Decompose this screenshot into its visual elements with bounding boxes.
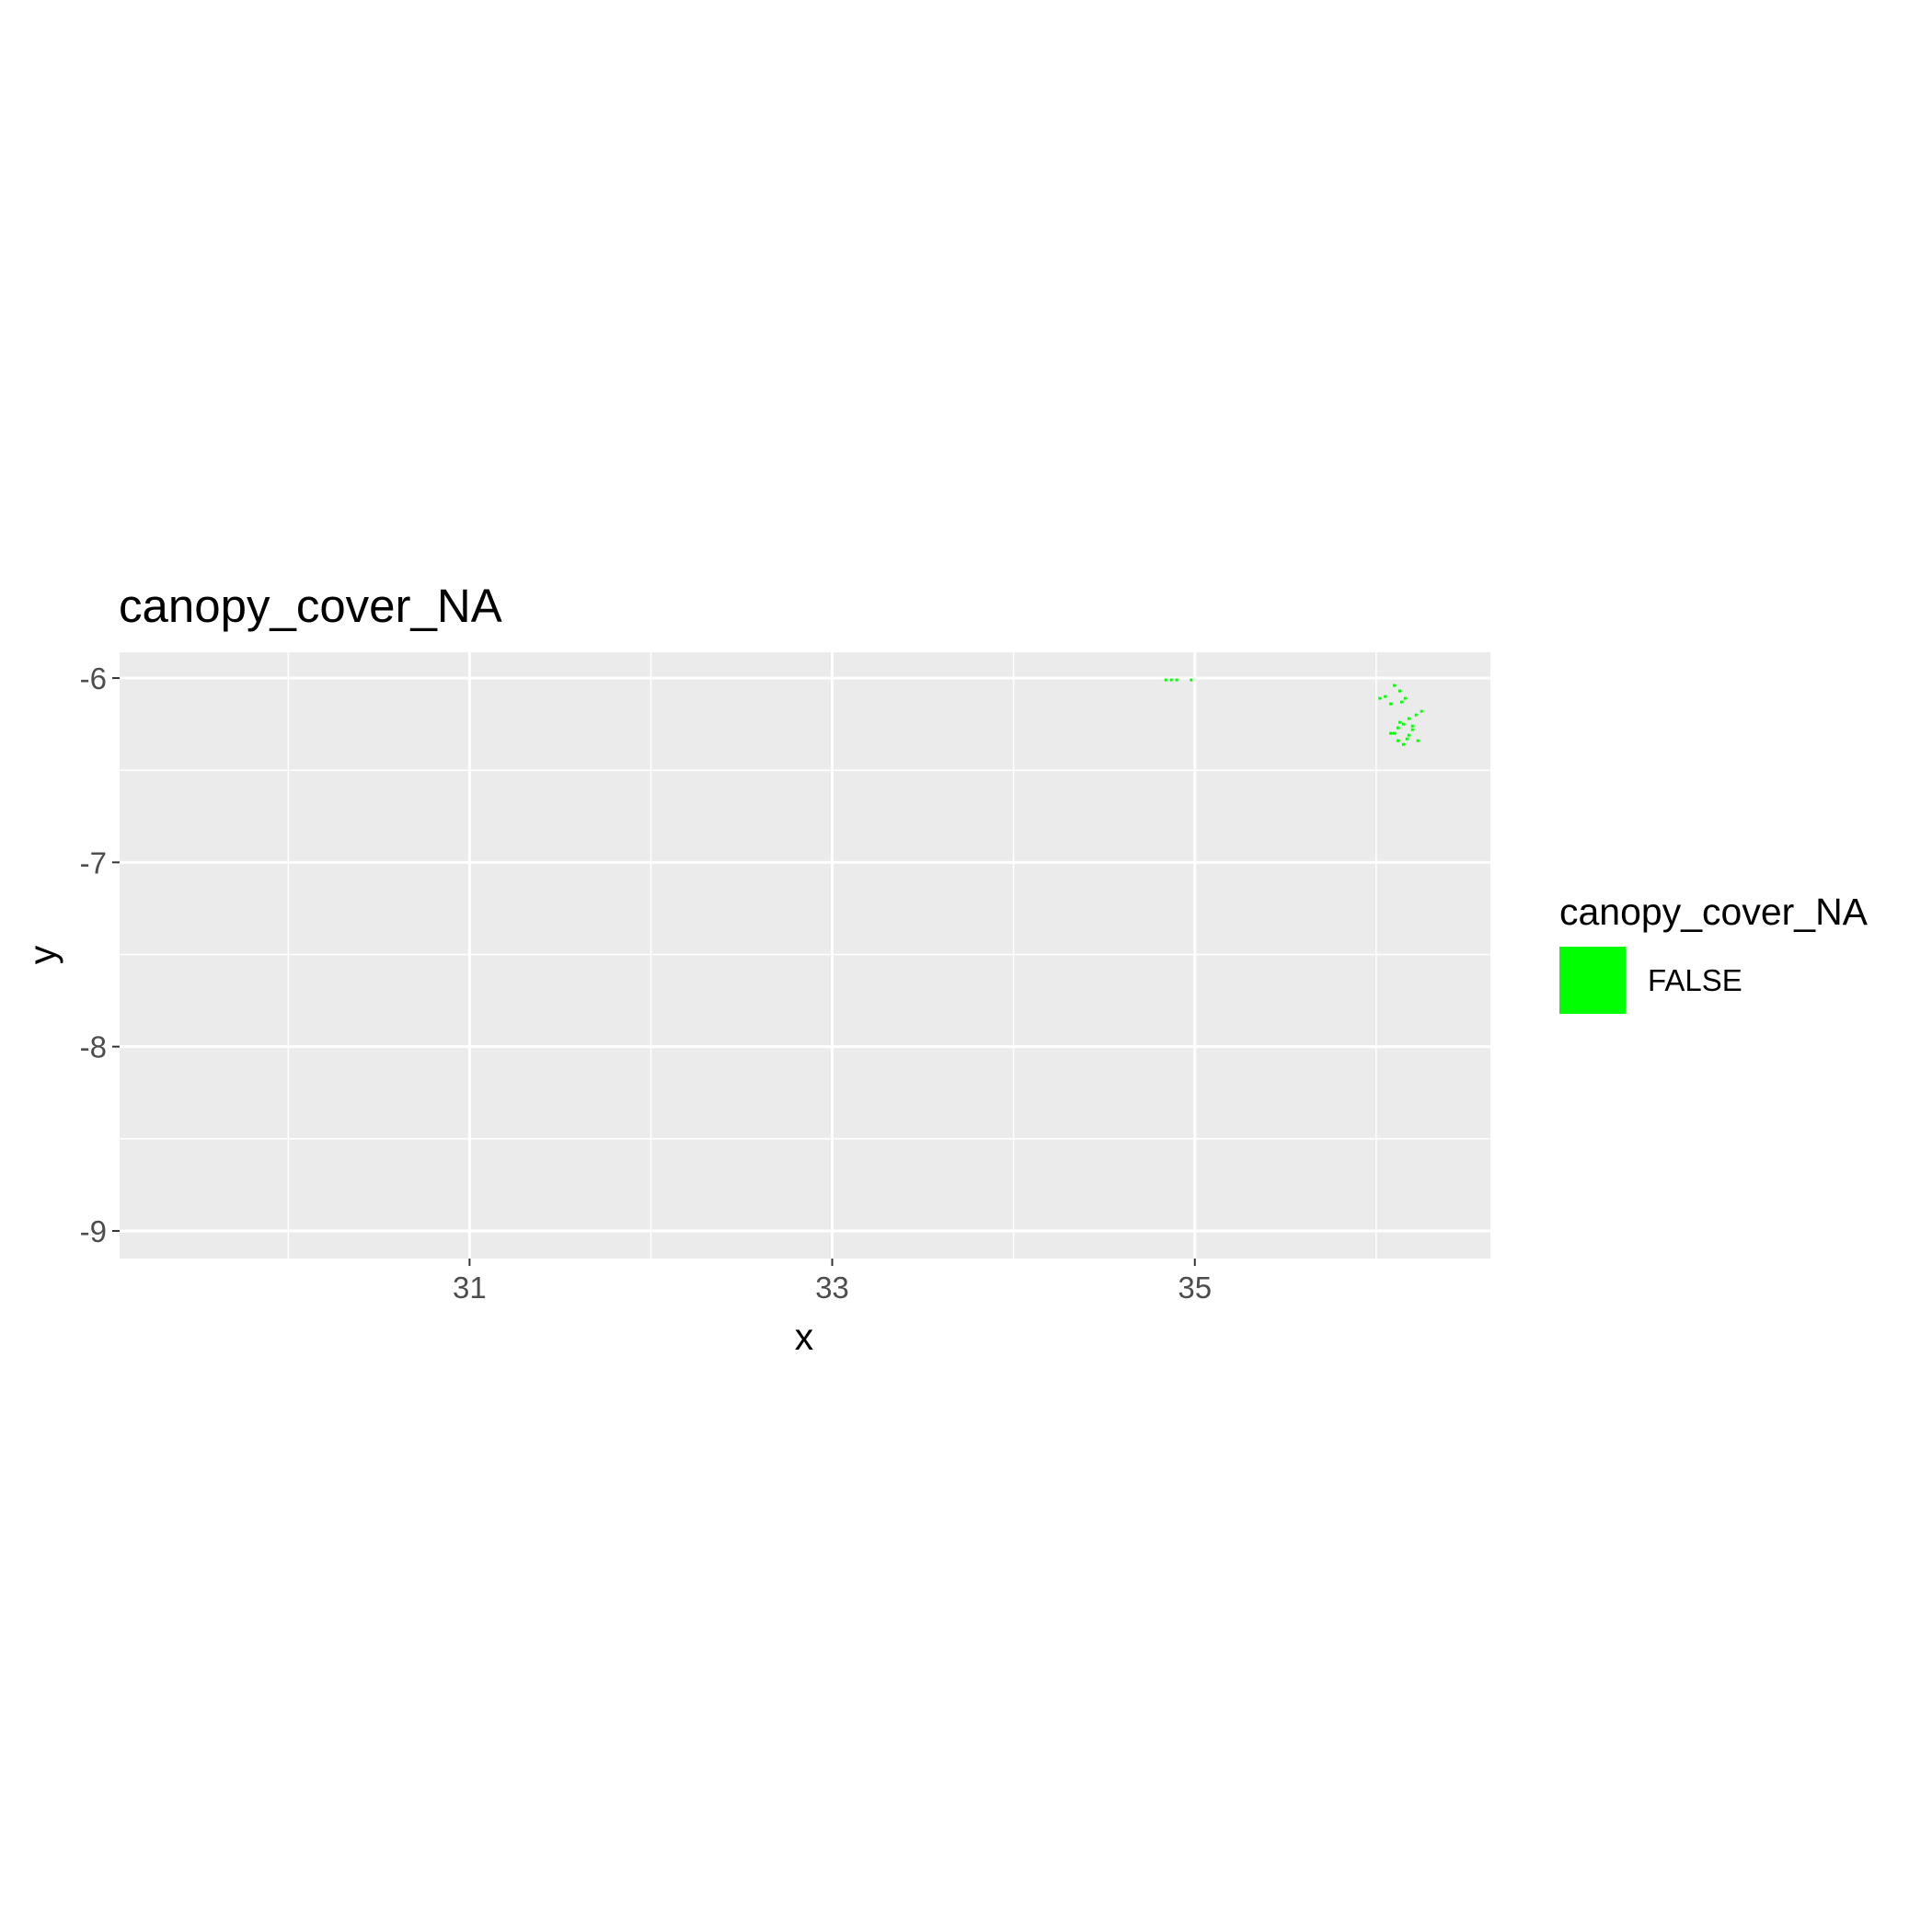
y-tick-label: -7: [80, 845, 107, 880]
data-point: [1407, 733, 1410, 737]
data-point: [1389, 702, 1393, 706]
data-point: [1175, 678, 1179, 682]
x-axis-ticks: 31 33 35: [453, 1259, 1212, 1305]
data-point: [1169, 678, 1173, 682]
data-point: [1396, 726, 1399, 730]
data-point: [1393, 684, 1397, 687]
legend-title: canopy_cover_NA: [1559, 891, 1869, 933]
y-axis-ticks: -6 -7 -8 -9: [80, 661, 120, 1248]
data-point: [1393, 731, 1397, 735]
data-point: [1407, 717, 1410, 720]
y-tick-label: -6: [80, 661, 107, 696]
data-point: [1389, 731, 1393, 735]
y-axis-label: y: [21, 945, 63, 964]
data-points: [1164, 678, 1423, 746]
legend-label: FALSE: [1648, 962, 1742, 997]
data-point: [1397, 689, 1401, 693]
legend-swatch: [1559, 947, 1626, 1014]
legend: canopy_cover_NA FALSE: [1559, 891, 1918, 1014]
data-point: [1416, 739, 1420, 742]
x-tick-label: 35: [1178, 1271, 1212, 1305]
y-tick-label: -9: [80, 1214, 107, 1248]
data-point: [1384, 695, 1387, 698]
data-point: [1401, 742, 1405, 746]
data-point: [1378, 696, 1382, 700]
y-tick-label: -8: [80, 1030, 107, 1064]
x-tick-label: 33: [815, 1271, 849, 1305]
grid-lines: [120, 652, 1490, 1259]
data-point: [1403, 696, 1407, 700]
x-axis-label: x: [795, 1316, 814, 1358]
data-point: [1190, 678, 1193, 682]
data-point: [1401, 722, 1405, 726]
data-point: [1399, 700, 1403, 704]
data-point: [1410, 728, 1414, 731]
data-point: [1164, 678, 1167, 682]
data-point: [1410, 724, 1414, 728]
chart-title: canopy_cover_NA: [119, 580, 502, 632]
data-point: [1414, 713, 1418, 717]
plot-panel: [120, 652, 1490, 1259]
data-point: [1405, 737, 1409, 741]
data-point: [1396, 739, 1399, 742]
data-point: [1397, 720, 1401, 724]
data-point: [1420, 709, 1423, 713]
legend-item-false: FALSE: [1559, 947, 1918, 1014]
x-tick-label: 31: [453, 1271, 487, 1305]
